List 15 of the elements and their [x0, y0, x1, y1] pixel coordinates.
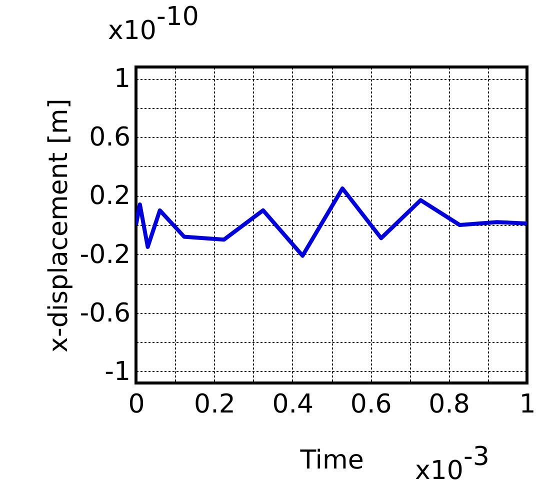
y-axis-title: x-displacement [m]: [44, 98, 74, 352]
y-tick-label: -0.2: [80, 240, 130, 270]
x-tick-label: 1: [519, 390, 536, 420]
y-tick-label: 0.2: [89, 181, 130, 212]
y-tick-label: 0.6: [89, 122, 130, 153]
x-tick-label: 0.8: [428, 390, 470, 420]
x-axis-title: Time: [299, 446, 364, 476]
x-tick-label: 0.2: [194, 390, 236, 420]
y-tick-label: 1: [114, 64, 130, 94]
x-tick-label: 0: [128, 390, 145, 420]
x-tick-label: 0.4: [272, 390, 314, 420]
y-tick-label: -1: [104, 356, 130, 387]
x-tick-label: 0.6: [350, 390, 392, 420]
y-tick-label: -0.6: [80, 298, 130, 328]
line-series: [136, 186, 527, 258]
